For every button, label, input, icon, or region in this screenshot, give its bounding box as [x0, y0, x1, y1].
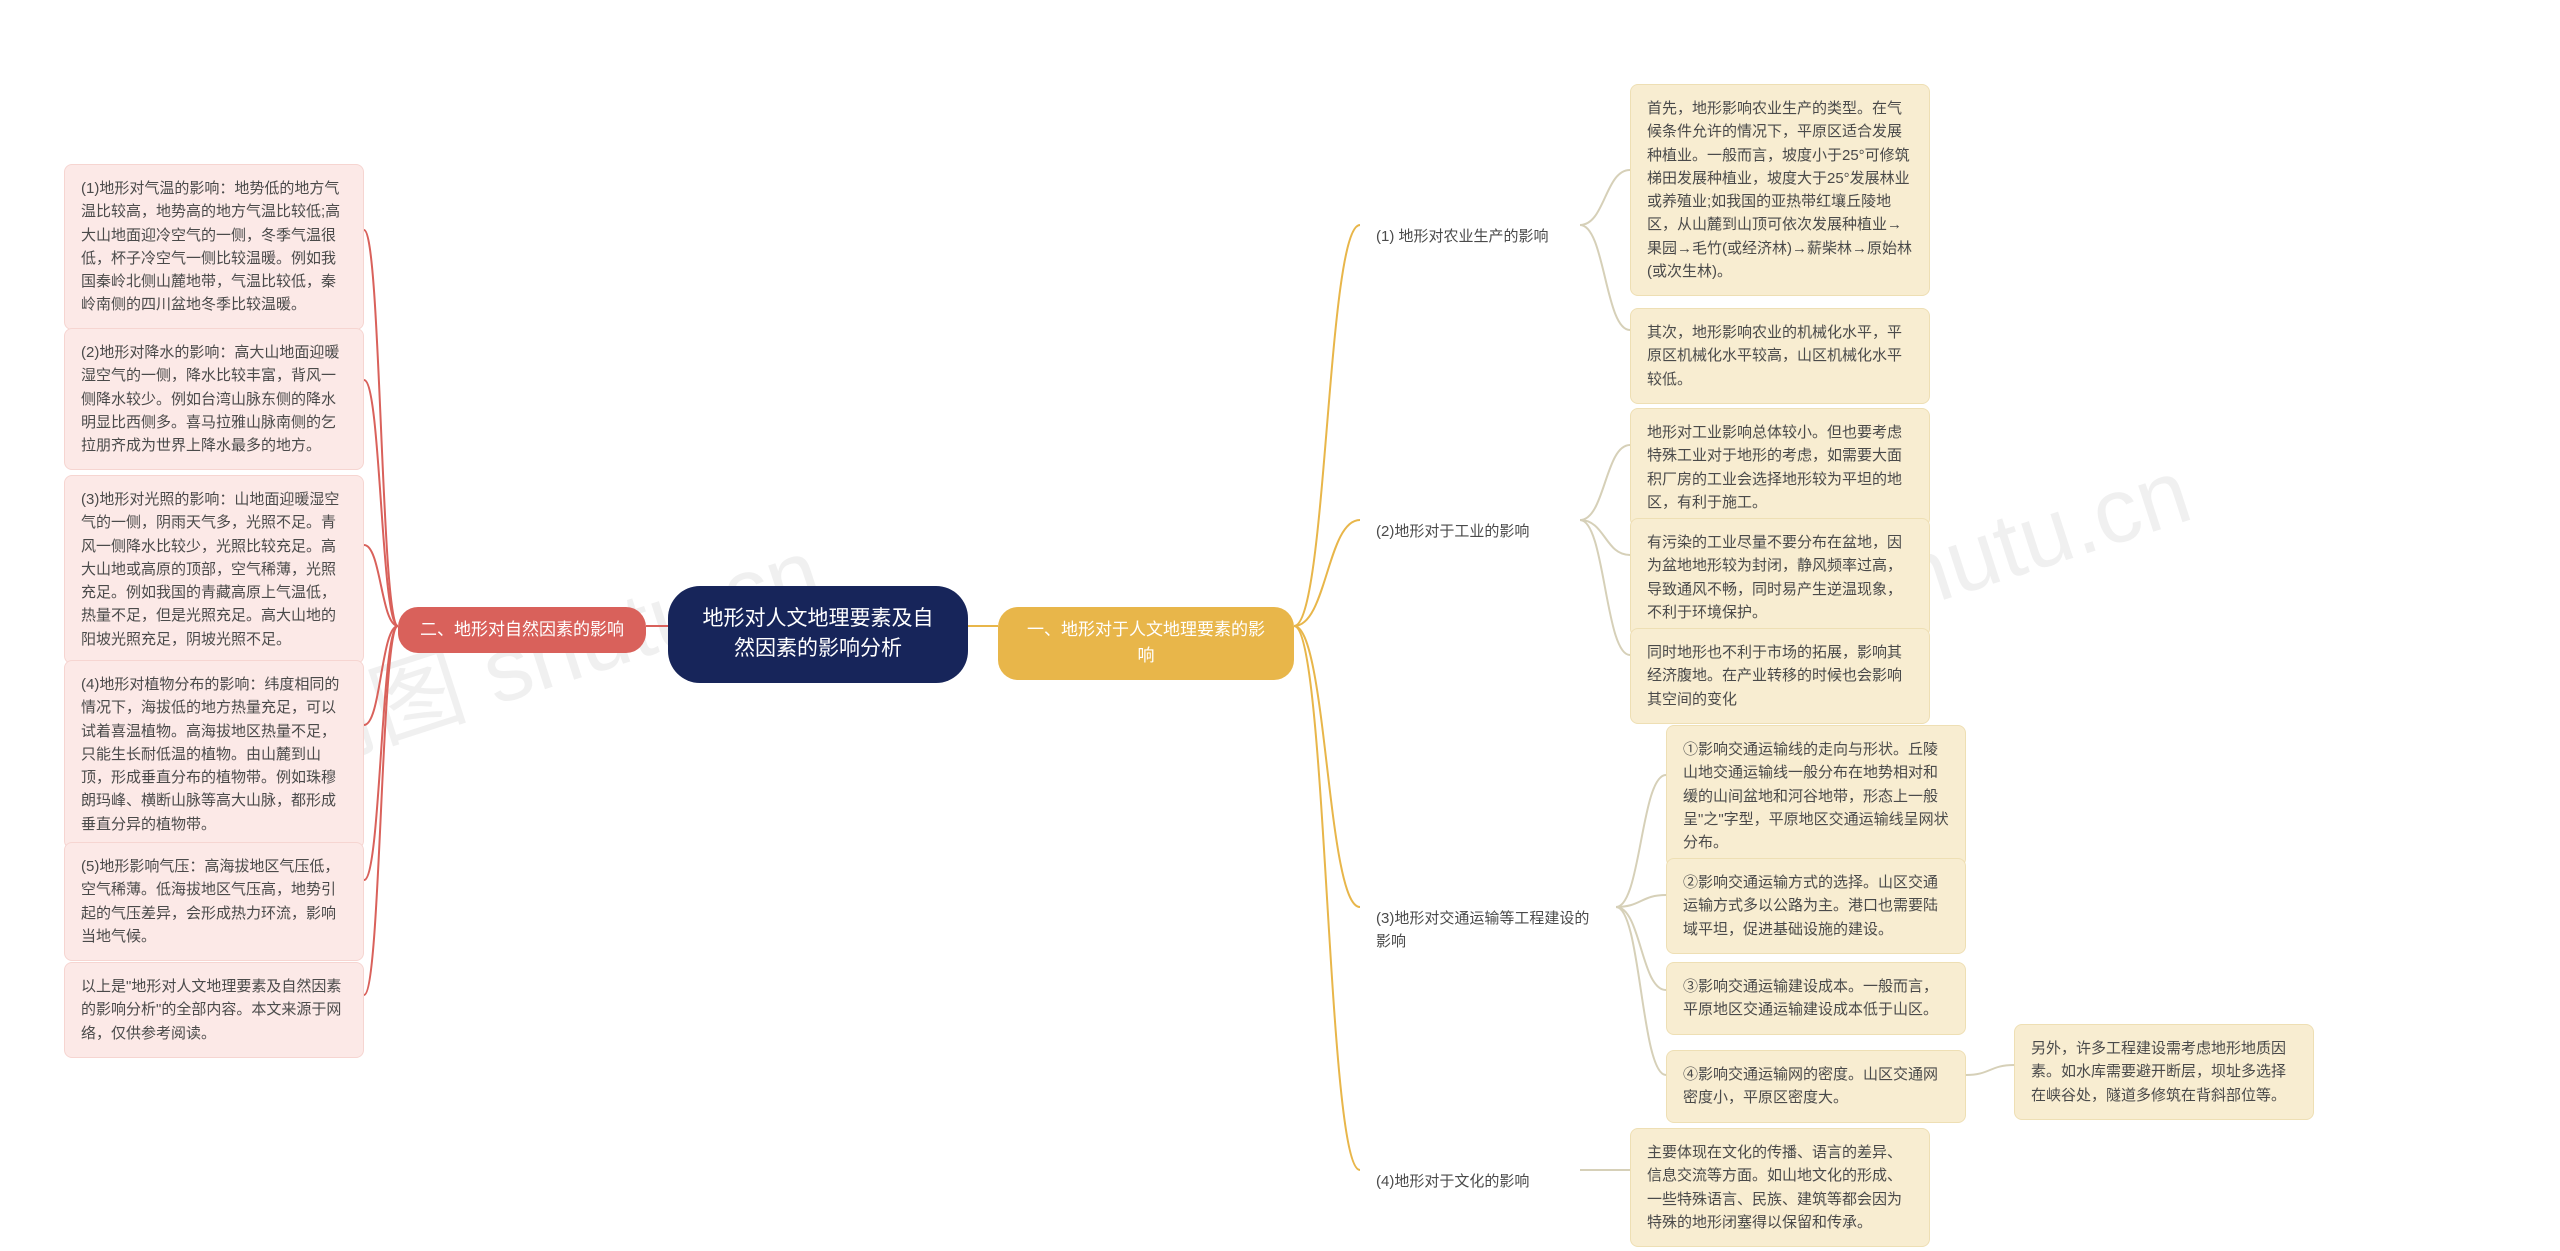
right-leaf-4a[interactable]: 主要体现在文化的传播、语言的差异、信息交流等方面。如山地文化的形成、一些特殊语言…	[1630, 1128, 1930, 1247]
left-leaf-2[interactable]: (2)地形对降水的影响：高大山地面迎暖湿空气的一侧，降水比较丰富，背风一侧降水较…	[64, 328, 364, 470]
left-leaf-6[interactable]: 以上是"地形对人文地理要素及自然因素的影响分析"的全部内容。本文来源于网络，仅供…	[64, 962, 364, 1058]
right-sub-3[interactable]: (3)地形对交通运输等工程建设的影响	[1360, 895, 1616, 966]
branch-right[interactable]: 一、地形对于人文地理要素的影响	[998, 607, 1294, 680]
root-node[interactable]: 地形对人文地理要素及自 然因素的影响分析	[668, 586, 968, 683]
right-leaf-1b[interactable]: 其次，地形影响农业的机械化水平，平原区机械化水平较高，山区机械化水平较低。	[1630, 308, 1930, 404]
right-leaf-2b[interactable]: 有污染的工业尽量不要分布在盆地，因为盆地地形较为封闭，静风频率过高，导致通风不畅…	[1630, 518, 1930, 637]
right-sub-1[interactable]: (1) 地形对农业生产的影响	[1360, 213, 1580, 260]
root-line2: 然因素的影响分析	[734, 637, 902, 660]
right-sub-4[interactable]: (4)地形对于文化的影响	[1360, 1158, 1580, 1205]
root-line1: 地形对人文地理要素及自	[703, 607, 934, 630]
left-leaf-5[interactable]: (5)地形影响气压：高海拔地区气压低，空气稀薄。低海拔地区气压高，地势引起的气压…	[64, 842, 364, 961]
right-sub-2[interactable]: (2)地形对于工业的影响	[1360, 508, 1580, 555]
right-leaf-2a[interactable]: 地形对工业影响总体较小。但也要考虑特殊工业对于地形的考虑，如需要大面积厂房的工业…	[1630, 408, 1930, 527]
left-leaf-1[interactable]: (1)地形对气温的影响：地势低的地方气温比较高，地势高的地方气温比较低;高大山地…	[64, 164, 364, 330]
right-leaf-3b[interactable]: ②影响交通运输方式的选择。山区交通运输方式多以公路为主。港口也需要陆域平坦，促进…	[1666, 858, 1966, 954]
left-leaf-3[interactable]: (3)地形对光照的影响：山地面迎暖湿空气的一侧，阴雨天气多，光照不足。青风一侧降…	[64, 475, 364, 664]
left-leaf-4[interactable]: (4)地形对植物分布的影响：纬度相同的情况下，海拔低的地方热量充足，可以试着喜温…	[64, 660, 364, 849]
branch-left[interactable]: 二、地形对自然因素的影响	[398, 607, 646, 653]
right-leaf-3c[interactable]: ③影响交通运输建设成本。一般而言，平原地区交通运输建设成本低于山区。	[1666, 962, 1966, 1035]
right-leaf-3a[interactable]: ①影响交通运输线的走向与形状。丘陵山地交通运输线一般分布在地势相对和缓的山间盆地…	[1666, 725, 1966, 867]
right-leaf-2c[interactable]: 同时地形也不利于市场的拓展，影响其经济腹地。在产业转移的时候也会影响其空间的变化	[1630, 628, 1930, 724]
right-leaf-1a[interactable]: 首先，地形影响农业生产的类型。在气候条件允许的情况下，平原区适合发展种植业。一般…	[1630, 84, 1930, 296]
right-leaf-3d[interactable]: ④影响交通运输网的密度。山区交通网密度小，平原区密度大。	[1666, 1050, 1966, 1123]
right-leaf-3d1[interactable]: 另外，许多工程建设需考虑地形地质因素。如水库需要避开断层，坝址多选择在峡谷处，隧…	[2014, 1024, 2314, 1120]
